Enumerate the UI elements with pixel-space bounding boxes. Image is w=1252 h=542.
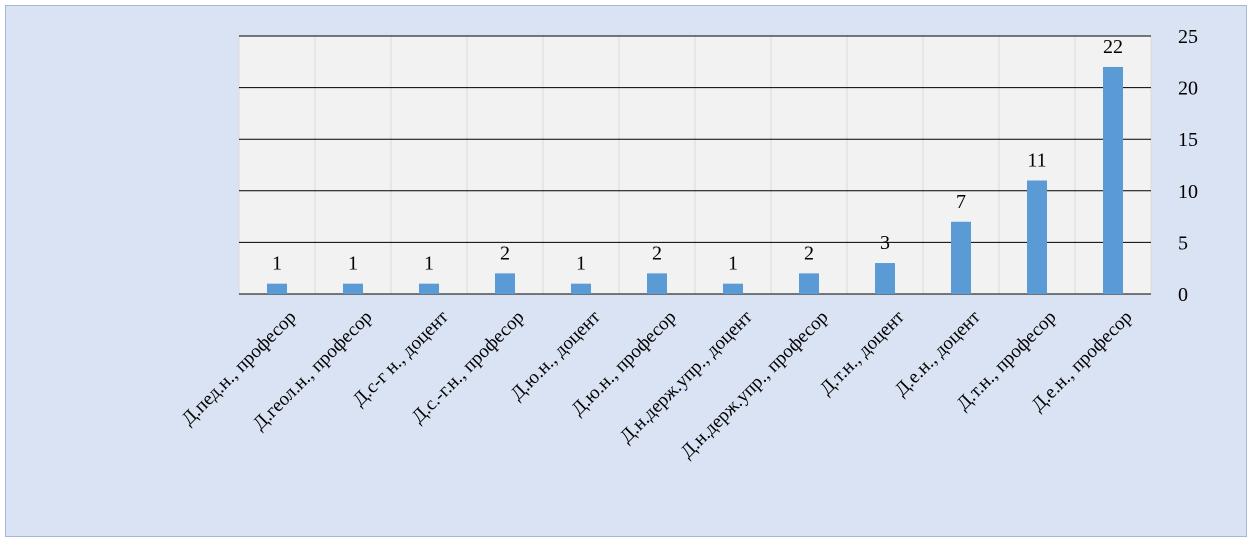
y-tick-label: 0 [1178,284,1188,306]
data-label: 7 [956,191,966,213]
bar [1103,66,1123,295]
data-label: 1 [576,253,586,275]
category-label: Д.н.держ.упр., доцент [616,306,757,447]
bar [1027,180,1047,294]
y-tick-label: 25 [1178,26,1198,48]
vertical-gridlines [238,36,1152,294]
bars [267,66,1123,295]
bar [875,263,895,294]
data-label: 11 [1027,149,1046,171]
bar [267,283,287,294]
bar [647,273,667,294]
bar [343,283,363,294]
data-label: 2 [652,242,662,264]
y-tick-label: 10 [1178,181,1198,203]
data-label: 1 [348,253,358,275]
data-label: 1 [272,253,282,275]
horizontal-gridlines [239,35,1151,295]
bar [951,221,971,294]
chart-frame: 1 1 1 2 1 2 1 2 3 7 11 22 0 5 10 15 20 25 Д.пед.н., проф… [5,5,1247,537]
bar [571,283,591,294]
data-label: 2 [500,242,510,264]
category-label: Д.н.держ.упр., професор [677,307,833,463]
bar [495,273,515,294]
data-label: 3 [880,232,890,254]
bar [799,273,819,294]
y-axis-ticks: 0 5 10 15 20 25 [1178,26,1198,306]
data-label: 1 [424,253,434,275]
y-tick-label: 20 [1178,78,1198,100]
data-label: 22 [1103,36,1123,58]
data-label: 1 [728,253,738,275]
bar [419,283,439,294]
data-label: 2 [804,242,814,264]
bar [723,283,743,294]
y-tick-label: 5 [1178,232,1188,254]
y-tick-label: 15 [1178,129,1198,151]
